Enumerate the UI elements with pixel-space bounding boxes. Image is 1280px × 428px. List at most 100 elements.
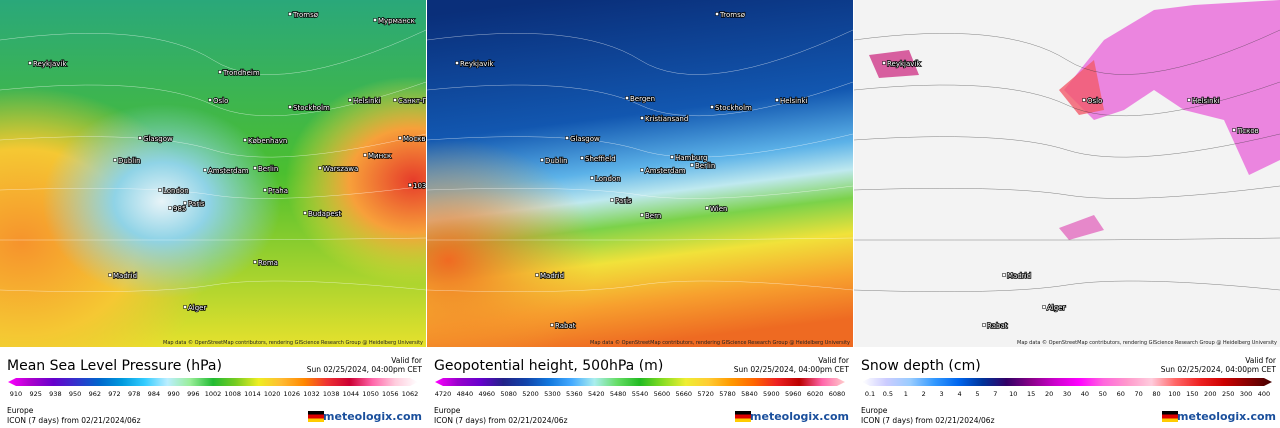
map-label: Oslo xyxy=(1087,97,1102,105)
contour xyxy=(854,237,1280,241)
city-marker xyxy=(715,12,719,16)
map-label: Warszawa xyxy=(323,165,358,173)
scale-label: 1038 xyxy=(322,390,340,398)
scale-label: 40 xyxy=(1080,390,1090,398)
city-marker xyxy=(565,136,569,140)
valid-label: Valid for xyxy=(818,356,849,365)
region: Europe xyxy=(7,406,34,415)
scale-label: 925 xyxy=(29,390,42,398)
map-label: Alger xyxy=(1047,304,1065,312)
color-bar xyxy=(435,378,845,386)
city-marker xyxy=(640,116,644,120)
city-marker xyxy=(1082,98,1086,102)
contour xyxy=(427,280,853,292)
scale-label: 300 xyxy=(1239,390,1253,398)
scale-label: 5300 xyxy=(544,390,561,398)
map-label: Reykjavík xyxy=(460,60,494,68)
scale-label: 5 xyxy=(975,390,980,398)
scale-label: 5720 xyxy=(697,390,714,398)
map-label: London xyxy=(163,187,189,195)
contour xyxy=(854,29,1280,75)
map-label: Praha xyxy=(268,187,288,195)
valid-label: Valid for xyxy=(1245,356,1276,365)
map-label: Санкт-Петербург xyxy=(398,97,426,105)
city-marker xyxy=(882,61,886,65)
valid-time: Sun 02/25/2024, 04:00pm CET xyxy=(306,365,422,374)
scale-label: 0.5 xyxy=(882,390,894,398)
city-marker xyxy=(1002,273,1006,277)
map-label: Berlin xyxy=(695,162,715,170)
map-label: Madrid xyxy=(113,272,137,280)
color-bar xyxy=(862,378,1272,386)
map-label: Sheffield xyxy=(585,155,616,163)
scale-label: 3 xyxy=(939,390,944,398)
contour xyxy=(854,81,1280,117)
city-marker xyxy=(373,18,377,22)
city-marker xyxy=(670,155,674,159)
map-label: Reykjavík xyxy=(33,60,67,68)
map-label: København xyxy=(248,137,287,145)
city-marker xyxy=(455,61,459,65)
scale-label: 20 xyxy=(1044,390,1054,398)
map-label: Glasgow xyxy=(143,135,173,143)
city-marker xyxy=(1042,305,1046,309)
scale-label: 250 xyxy=(1221,390,1235,398)
scale-label: 1 xyxy=(903,390,908,398)
map-label: Bern xyxy=(645,212,661,220)
city-marker xyxy=(590,176,594,180)
panel: Reykjavík Tromsø Мурманск Trondheim Oslo Stoc… xyxy=(0,0,426,428)
scale-label: 5360 xyxy=(566,390,583,398)
scale-label: 950 xyxy=(68,390,82,398)
scale-label: 2 xyxy=(921,390,926,398)
map-label: Trondheim xyxy=(222,69,260,77)
region: Europe xyxy=(861,406,888,415)
city-marker xyxy=(705,206,709,210)
scale-label: 1044 xyxy=(342,390,360,398)
contour xyxy=(427,237,853,241)
map-label: Rabat xyxy=(555,322,576,330)
city-marker xyxy=(28,61,32,65)
contour xyxy=(854,133,1280,158)
contour xyxy=(427,29,853,75)
city-marker xyxy=(288,12,292,16)
city-marker xyxy=(218,70,222,74)
scale-label: 910 xyxy=(9,390,23,398)
city-marker xyxy=(640,213,644,217)
scale-label: 4960 xyxy=(478,390,496,398)
map-label: Rabat xyxy=(987,322,1008,330)
valid-block: Valid for Sun 02/25/2024, 04:00pm CET xyxy=(307,356,422,374)
panel-title: Mean Sea Level Pressure (hPa) xyxy=(7,358,222,374)
city-marker xyxy=(263,188,267,192)
city-marker xyxy=(535,273,539,277)
city-marker xyxy=(775,98,779,102)
map-label: Budapest xyxy=(308,210,341,218)
map-label: Helsinki xyxy=(780,97,808,105)
color-bar-ticks: 910 925 938 950 962 972 978 984 990 996 1002 1008 10… xyxy=(8,390,418,400)
scale-label: 4840 xyxy=(456,390,474,398)
scale-label: 200 xyxy=(1204,390,1217,398)
scale-label: 996 xyxy=(187,390,200,398)
scale-label: 5780 xyxy=(719,390,736,398)
scale-label: 6080 xyxy=(828,390,846,398)
contour xyxy=(0,29,426,75)
panel: Reykjavík Oslo Helsinki Псков Madrid Alger Rab… xyxy=(854,0,1280,428)
map-label: Roma xyxy=(258,259,278,267)
city-marker xyxy=(243,138,247,142)
map-credit: Map data © OpenStreetMap contributors, r… xyxy=(163,339,423,346)
region: Europe xyxy=(434,406,461,415)
scale-label: 938 xyxy=(49,390,62,398)
map-label: Amsterdam xyxy=(208,167,249,175)
color-bar-ticks: 0.1 0.5 1 2 3 4 5 7 10 15 20 30 40 50 60 70 80 100 150 200 2… xyxy=(862,390,1272,400)
valid-block: Valid for Sun 02/25/2024, 04:00pm CET xyxy=(1161,356,1276,374)
map-label: Paris xyxy=(188,200,205,208)
scale-label: 978 xyxy=(127,390,141,398)
scale-label: 972 xyxy=(108,390,121,398)
city-marker xyxy=(203,168,207,172)
map-shape xyxy=(0,0,426,347)
model-run: ICON (7 days) from 02/21/2024/06z xyxy=(434,416,568,425)
map-credit: Map data © OpenStreetMap contributors, r… xyxy=(590,339,850,346)
map-label: Wien xyxy=(710,205,727,213)
logo: meteologix.com xyxy=(750,410,849,423)
map-shape xyxy=(1064,0,1280,175)
map-label: Helsinki xyxy=(353,97,381,105)
